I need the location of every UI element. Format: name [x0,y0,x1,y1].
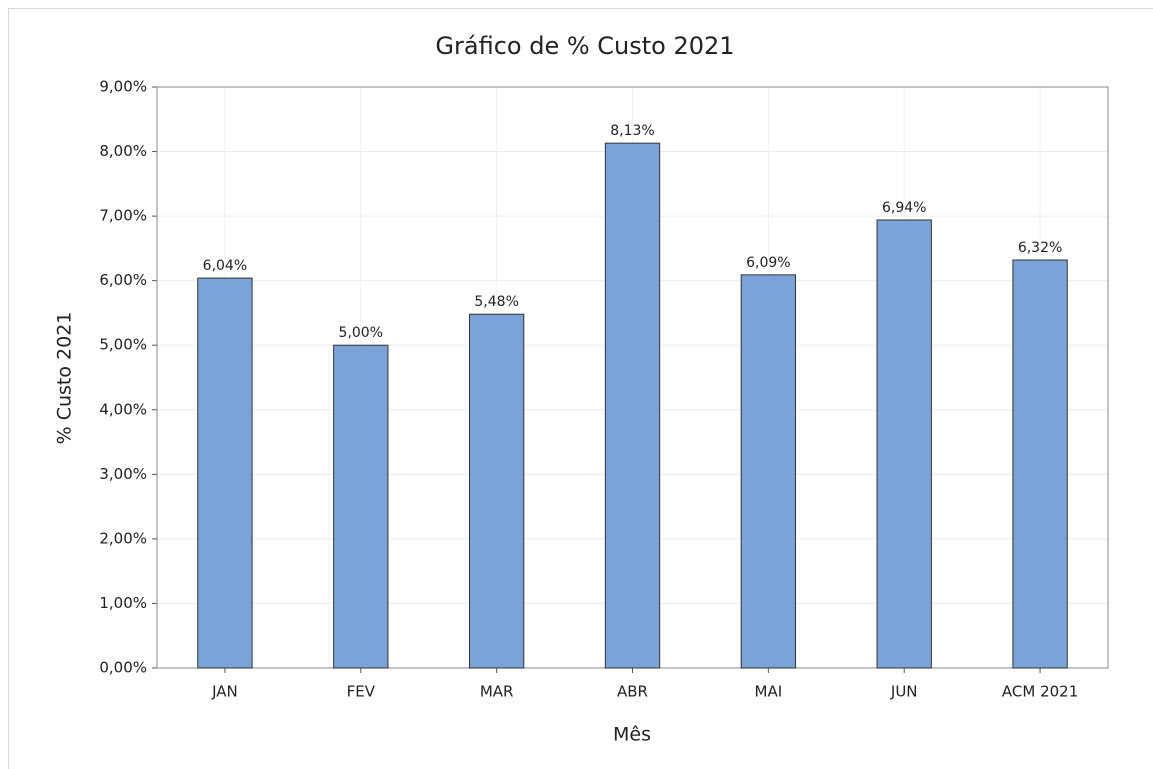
value-label: 8,13% [610,123,654,139]
y-axis-label: % Custo 2021 [54,312,76,445]
x-tick-label: MAR [480,683,514,701]
x-tick-label: JUN [890,683,918,701]
bar [468,313,525,669]
x-tick-label: FEV [347,683,376,701]
x-tick-label: ABR [617,683,648,701]
value-label: 6,32% [1018,240,1062,256]
y-tick-label: 4,00% [99,400,147,418]
y-tick-label: 7,00% [99,207,147,225]
x-tick-label: MAI [755,683,783,701]
x-tick-label: JAN [211,683,238,701]
y-tick-label: 9,00% [99,78,147,96]
y-tick-label: 1,00% [99,594,147,612]
bar [197,277,253,669]
bar [876,219,932,669]
value-label: 5,00% [339,325,383,341]
chart-title: Gráfico de % Custo 2021 [435,32,734,60]
x-axis-label: Mês [613,724,651,746]
value-label: 6,94% [882,200,926,216]
y-tick-label: 5,00% [99,336,147,354]
y-tick-label: 0,00% [99,659,147,677]
bar [1012,259,1068,669]
bar [604,142,661,669]
bar [333,344,389,669]
frame [8,8,1153,769]
y-tick-label: 6,00% [99,271,147,289]
value-label: 6,09% [746,255,790,271]
x-tick-label: ACM 2021 [1002,683,1078,701]
y-tick-label: 3,00% [99,465,147,483]
value-label: 5,48% [474,294,518,310]
y-tick-label: 8,00% [99,142,147,160]
bar [740,274,797,669]
value-label: 6,04% [203,258,247,274]
y-tick-label: 2,00% [99,529,147,547]
